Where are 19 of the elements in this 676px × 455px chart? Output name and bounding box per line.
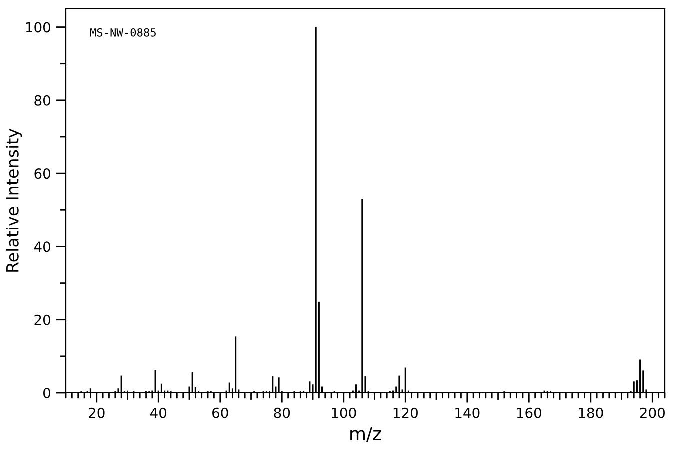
x-tick-label: 200 bbox=[640, 408, 665, 418]
y-tick-label: 40 bbox=[34, 242, 50, 252]
y-tick-label: 100 bbox=[26, 22, 50, 33]
y-axis-title: Relative Intensity bbox=[6, 128, 22, 272]
x-tick-label: 160 bbox=[517, 408, 542, 418]
x-tick-label: 80 bbox=[274, 408, 290, 418]
x-tick-label: 100 bbox=[332, 408, 356, 418]
x-tick-label: 60 bbox=[212, 408, 228, 418]
x-tick-label: 180 bbox=[579, 408, 604, 418]
y-tick-label: 0 bbox=[43, 388, 50, 398]
x-axis-title: m/z bbox=[350, 427, 382, 442]
y-tick-label: 80 bbox=[34, 95, 50, 106]
annotation: MS-NW-0885 bbox=[90, 28, 156, 37]
y-tick-label: 60 bbox=[34, 168, 50, 180]
y-tick-label: 20 bbox=[34, 314, 50, 326]
x-tick-label: 20 bbox=[89, 408, 105, 418]
x-tick-label: 120 bbox=[394, 408, 418, 418]
x-tick-label: 40 bbox=[150, 408, 167, 418]
x-tick-label: 140 bbox=[456, 408, 480, 418]
